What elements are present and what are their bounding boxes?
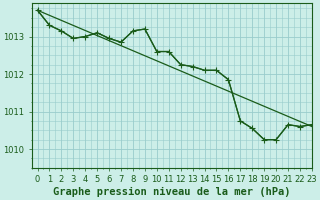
- X-axis label: Graphe pression niveau de la mer (hPa): Graphe pression niveau de la mer (hPa): [53, 187, 291, 197]
